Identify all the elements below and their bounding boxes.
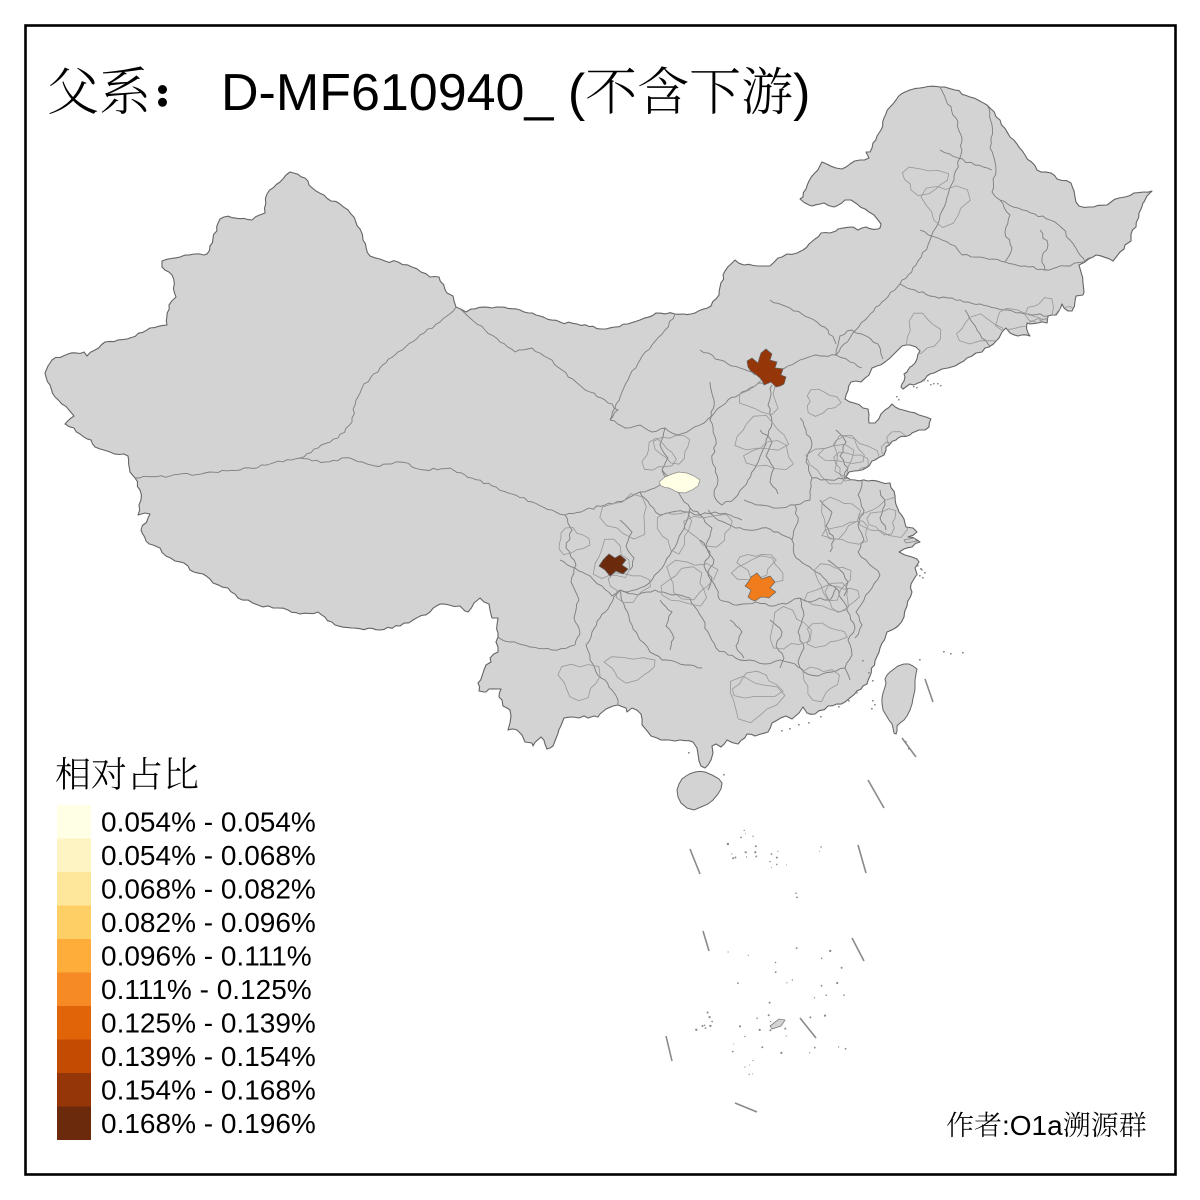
svg-text::O1a: :O1a xyxy=(1002,1110,1063,1141)
svg-text:0.054% - 0.068%: 0.054% - 0.068% xyxy=(101,840,316,871)
svg-text:0.096% - 0.111%: 0.096% - 0.111% xyxy=(101,941,312,972)
svg-text:D-MF610940_ (: D-MF610940_ ( xyxy=(221,64,586,122)
svg-text:0.125% - 0.139%: 0.125% - 0.139% xyxy=(101,1008,316,1039)
svg-text:0.082% - 0.096%: 0.082% - 0.096% xyxy=(101,907,316,938)
svg-text:0.154% - 0.168%: 0.154% - 0.168% xyxy=(101,1075,316,1106)
svg-text:0.054% - 0.054%: 0.054% - 0.054% xyxy=(101,807,316,838)
svg-text:): ) xyxy=(793,64,810,122)
svg-text:0.168% - 0.196%: 0.168% - 0.196% xyxy=(101,1108,316,1139)
svg-text:0.111% - 0.125%: 0.111% - 0.125% xyxy=(101,974,312,1005)
svg-text:0.139% - 0.154%: 0.139% - 0.154% xyxy=(101,1041,316,1072)
svg-text:0.068% - 0.082%: 0.068% - 0.082% xyxy=(101,874,316,905)
